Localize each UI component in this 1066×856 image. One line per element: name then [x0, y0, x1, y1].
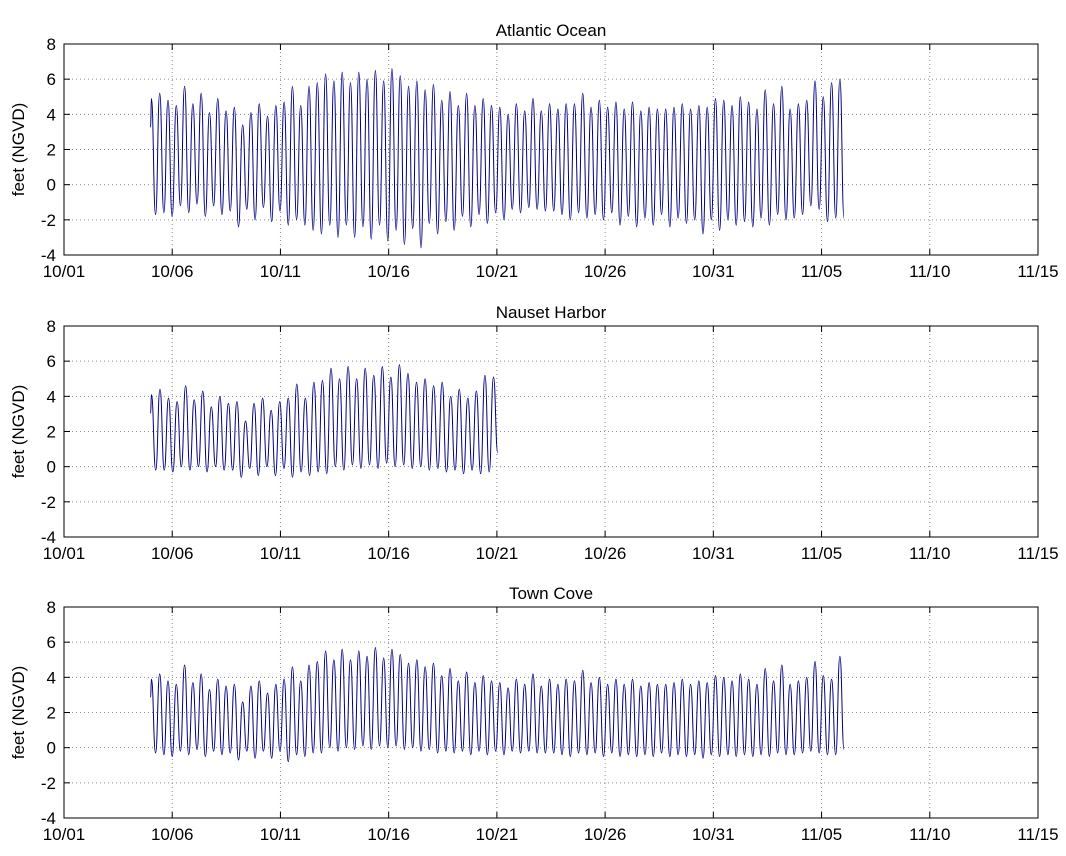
- x-tick-label: 10/31: [692, 262, 735, 281]
- y-tick-label: -2: [41, 211, 56, 230]
- x-tick-label: 11/10: [909, 262, 950, 281]
- x-tick-label: 11/10: [909, 825, 950, 844]
- y-tick-label: 8: [47, 598, 56, 617]
- y-axis-label: feet (NGVD): [9, 103, 28, 197]
- x-tick-label: 10/16: [367, 825, 410, 844]
- y-tick-label: -2: [41, 493, 56, 512]
- y-tick-label: -2: [41, 774, 56, 793]
- x-tick-label: 11/15: [1017, 825, 1058, 844]
- plot-area: [64, 607, 1038, 818]
- x-tick-label: 10/21: [476, 544, 519, 563]
- chart-title: Nauset Harbor: [496, 303, 607, 322]
- chart-title: Atlantic Ocean: [496, 21, 607, 40]
- x-tick-label: 11/15: [1017, 544, 1058, 563]
- x-tick-label: 10/31: [692, 825, 735, 844]
- y-tick-label: 0: [47, 458, 56, 477]
- y-tick-label: 4: [47, 668, 56, 687]
- chart-atlantic-ocean: 10/01 10/06 10/11 10/16 10/21 10/26 10/31 11/05…: [9, 21, 1059, 281]
- chart-nauset-harbor: 10/01 10/06 10/11 10/16 10/21 10/26 10/31 11/05…: [9, 303, 1059, 563]
- x-tick-label: 11/10: [909, 544, 950, 563]
- y-axis-label: feet (NGVD): [9, 385, 28, 479]
- x-tick-label: 10/21: [476, 262, 519, 281]
- y-tick-label: 4: [47, 105, 56, 124]
- y-tick-label: 4: [47, 387, 56, 406]
- x-tick-label: 10/06: [151, 544, 194, 563]
- y-tick-label: 6: [47, 633, 56, 652]
- y-tick-label: 6: [47, 70, 56, 89]
- y-tick-label: 8: [47, 35, 56, 54]
- chart-title: Town Cove: [509, 584, 593, 603]
- y-axis-label: feet (NGVD): [9, 666, 28, 760]
- x-tick-label: 10/31: [692, 544, 735, 563]
- y-tick-label: 2: [47, 423, 56, 442]
- x-tick-label: 10/11: [260, 544, 301, 563]
- x-tick-label: 10/26: [584, 825, 627, 844]
- y-tick-label: 2: [47, 141, 56, 160]
- x-tick-label: 11/15: [1017, 262, 1058, 281]
- x-tick-label: 10/11: [260, 262, 301, 281]
- y-tick-label: -4: [41, 246, 56, 265]
- x-tick-label: 10/01: [43, 544, 86, 563]
- y-tick-label: 6: [47, 352, 56, 371]
- x-tick-label: 10/16: [367, 262, 410, 281]
- y-tick-label: -4: [41, 528, 56, 547]
- chart-town-cove: 10/01 10/06 10/11 10/16 10/21 10/26 10/31 11/05…: [9, 584, 1059, 844]
- x-tick-label: 11/05: [801, 825, 842, 844]
- y-tick-label: 0: [47, 176, 56, 195]
- plot-area: [64, 326, 1038, 537]
- x-tick-label: 11/05: [801, 262, 842, 281]
- x-tick-label: 10/26: [584, 544, 627, 563]
- y-tick-label: -4: [41, 809, 56, 828]
- x-tick-label: 10/26: [584, 262, 627, 281]
- x-tick-label: 10/06: [151, 825, 194, 844]
- x-tick-label: 10/16: [367, 544, 410, 563]
- series-line-atlantic-ocean: [150, 68, 845, 249]
- x-tick-label: 10/06: [151, 262, 194, 281]
- y-tick-label: 0: [47, 739, 56, 758]
- x-tick-label: 10/01: [43, 262, 86, 281]
- x-tick-label: 10/01: [43, 825, 86, 844]
- x-tick-label: 11/05: [801, 544, 842, 563]
- series-line-nauset-harbor: [150, 364, 499, 478]
- x-tick-label: 10/11: [260, 825, 301, 844]
- x-tick-label: 10/21: [476, 825, 519, 844]
- y-tick-label: 2: [47, 704, 56, 723]
- series-line-town-cove: [150, 646, 845, 763]
- y-tick-label: 8: [47, 317, 56, 336]
